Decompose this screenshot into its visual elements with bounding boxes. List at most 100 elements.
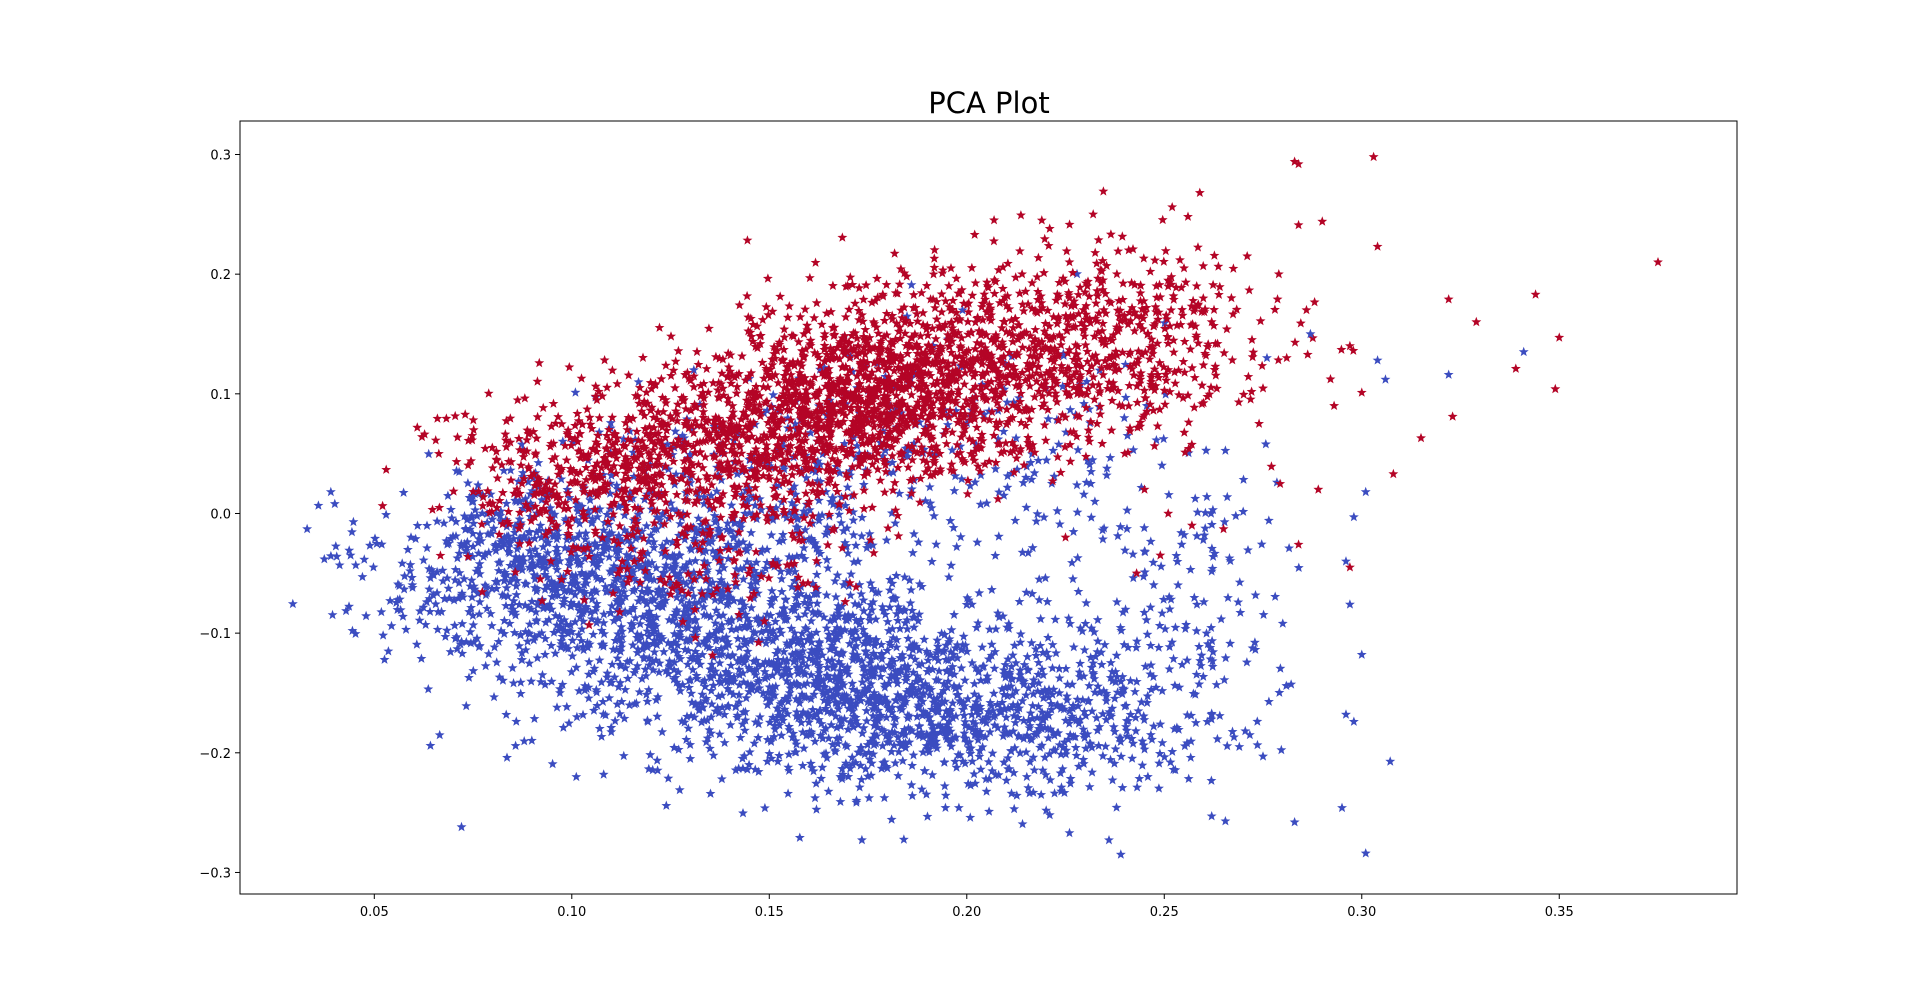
scatter-point-series-0	[897, 395, 908, 405]
scatter-point-series-1	[613, 501, 624, 512]
scatter-point-series-1	[1047, 689, 1058, 699]
scatter-point-series-0	[922, 353, 933, 363]
scatter-point-series-1	[486, 620, 497, 630]
scatter-point-series-1	[939, 645, 950, 655]
scatter-point-series-1	[428, 589, 439, 600]
scatter-point-series-0	[1007, 336, 1018, 346]
scatter-point-series-0	[1011, 453, 1022, 463]
scatter-point-series-0	[1068, 382, 1079, 392]
scatter-point-series-1	[903, 723, 914, 733]
scatter-point-series-0	[909, 329, 920, 339]
scatter-point-series-1	[499, 575, 510, 586]
scatter-point-series-1	[861, 715, 872, 726]
scatter-point-series-1	[830, 674, 841, 684]
scatter-point-series-1	[771, 648, 781, 658]
scatter-point-series-1	[643, 684, 654, 695]
scatter-point-series-0	[867, 459, 878, 469]
scatter-point-series-0	[990, 389, 1001, 399]
scatter-point-series-1	[823, 634, 834, 644]
scatter-point-series-1	[503, 546, 514, 556]
scatter-point-series-1	[647, 656, 658, 667]
scatter-point-series-1	[809, 609, 820, 619]
scatter-point-series-1	[1072, 694, 1083, 704]
scatter-point-series-1	[835, 675, 845, 685]
scatter-point-series-1	[707, 577, 718, 587]
scatter-point-series-1	[813, 510, 824, 521]
scatter-point-series-1	[813, 714, 824, 724]
scatter-point-series-1	[589, 705, 599, 715]
scatter-point-series-1	[918, 706, 929, 716]
scatter-point-series-1	[538, 603, 549, 613]
scatter-point-series-1	[1006, 661, 1017, 671]
scatter-point-series-0	[895, 374, 906, 384]
scatter-point-series-1	[1052, 699, 1063, 710]
scatter-point-series-1	[925, 498, 936, 508]
scatter-point-series-0	[1023, 437, 1033, 447]
scatter-point-series-1	[594, 723, 605, 733]
scatter-point-series-0	[864, 332, 875, 342]
scatter-point-series-1	[705, 578, 715, 589]
scatter-point-series-1	[973, 618, 983, 628]
scatter-point-series-1	[1012, 464, 1023, 474]
scatter-point-series-1	[805, 427, 816, 438]
scatter-point-series-1	[626, 618, 637, 629]
scatter-point-series-0	[1100, 339, 1111, 349]
scatter-point-series-1	[865, 578, 876, 588]
scatter-point-series-1	[795, 650, 806, 660]
scatter-point-series-1	[845, 470, 856, 480]
scatter-point-series-0	[1052, 318, 1063, 328]
scatter-point-series-0	[857, 438, 868, 448]
scatter-point-series-0	[1160, 399, 1170, 409]
scatter-point-series-0	[944, 301, 955, 312]
scatter-point-series-1	[628, 586, 638, 596]
scatter-point-series-0	[1047, 382, 1058, 392]
scatter-point-series-0	[927, 323, 938, 333]
scatter-point-series-1	[948, 649, 959, 659]
scatter-point-series-1	[942, 665, 953, 675]
scatter-point-series-1	[1012, 712, 1023, 722]
scatter-point-series-1	[815, 548, 826, 558]
scatter-point-series-1	[654, 514, 665, 525]
scatter-point-series-0	[776, 400, 787, 410]
scatter-point-series-0	[847, 424, 858, 434]
scatter-point-series-1	[1037, 664, 1047, 674]
scatter-point-series-0	[802, 324, 813, 335]
scatter-point-series-1	[933, 655, 944, 665]
scatter-point-series-0	[957, 360, 968, 370]
scatter-point-series-1	[607, 659, 618, 669]
scatter-point-series-1	[947, 661, 958, 672]
scatter-point-series-1	[648, 536, 659, 547]
scatter-point-series-1	[1160, 389, 1171, 399]
scatter-point-series-0	[899, 268, 910, 278]
scatter-point-series-1	[805, 598, 815, 608]
scatter-point-series-0	[946, 347, 957, 357]
scatter-point-series-0	[975, 329, 986, 340]
scatter-point-series-1	[967, 657, 977, 668]
scatter-point-series-0	[854, 366, 865, 376]
scatter-point-series-1	[596, 731, 607, 741]
scatter-point-series-1	[746, 602, 757, 613]
scatter-point-series-1	[1012, 705, 1023, 715]
scatter-point-series-1	[690, 646, 701, 656]
scatter-point-series-0	[1041, 330, 1052, 340]
scatter-point-series-0	[965, 354, 976, 365]
scatter-point-series-1	[565, 601, 576, 611]
scatter-point-series-0	[929, 262, 940, 272]
scatter-point-series-0	[811, 297, 822, 308]
scatter-point-series-1	[1252, 739, 1263, 750]
scatter-point-series-1	[947, 652, 958, 663]
scatter-point-series-1	[619, 510, 630, 520]
scatter-point-series-1	[1049, 471, 1060, 481]
scatter-point-series-1	[643, 613, 654, 623]
scatter-point-series-0	[785, 415, 796, 425]
scatter-point-series-0	[928, 422, 938, 432]
scatter-point-series-1	[989, 663, 1000, 673]
scatter-point-series-1	[943, 707, 954, 718]
scatter-point-series-1	[1219, 516, 1230, 527]
scatter-point-series-1	[563, 628, 574, 638]
scatter-point-series-1	[1075, 623, 1086, 633]
scatter-point-series-0	[934, 448, 945, 458]
scatter-point-series-1	[635, 618, 646, 629]
scatter-point-series-1	[782, 675, 792, 686]
